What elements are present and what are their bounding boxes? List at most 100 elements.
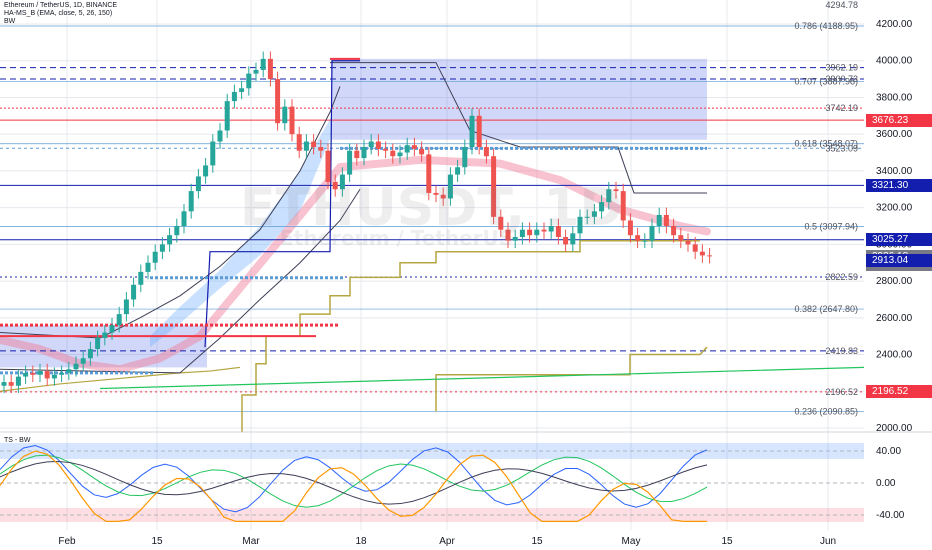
candle-body (44, 371, 50, 379)
candle-body (239, 88, 245, 92)
candle-body (354, 150, 360, 159)
candle-body (332, 181, 338, 190)
candle-body (656, 214, 662, 226)
candle-body (563, 237, 569, 245)
price-level-label: 0.707 (3887.98) (794, 76, 858, 86)
candle-body (181, 211, 187, 226)
olive-step-line (241, 239, 700, 432)
candle-body (390, 150, 396, 157)
candle-body (275, 79, 281, 124)
x-tick-label: May (622, 536, 641, 547)
candle-body (368, 141, 374, 148)
olive-lower-line (0, 366, 241, 392)
candle-body (613, 189, 619, 192)
candle-body (15, 376, 21, 386)
symbol-watermark: ETHUSDT, 1D (240, 178, 623, 238)
candle-body (282, 106, 288, 124)
candle-body (383, 148, 389, 151)
x-tick-label: 15 (721, 536, 733, 547)
candle-body (426, 154, 432, 193)
candle-body (73, 363, 79, 370)
candle-body (455, 167, 461, 175)
candle-body (1, 382, 7, 386)
y-tick-label: 4000.00 (876, 56, 913, 67)
green-ma-line (99, 366, 865, 390)
osc-tick-label: 0.00 (876, 478, 896, 489)
price-tag: 3676.23 (866, 113, 932, 127)
x-tick-label: 15 (151, 536, 163, 547)
candle-body (649, 226, 655, 241)
candle-body (555, 226, 561, 238)
candle-body (325, 150, 331, 182)
candle-body (95, 338, 101, 350)
candle-body (663, 214, 669, 226)
candle-body (87, 349, 93, 359)
blue-step-line (204, 60, 360, 348)
candle-body (361, 147, 367, 159)
candle-body (116, 314, 122, 326)
candle-body (80, 358, 86, 364)
candle-body (433, 192, 439, 195)
candle-body (548, 226, 554, 232)
candle-body (419, 148, 425, 155)
x-tick-label: Jun (820, 536, 836, 547)
candle-body (59, 372, 65, 375)
price-tag: 3321.30 (866, 178, 932, 192)
candle-body (303, 141, 309, 151)
candle-body (627, 220, 633, 236)
y-tick-label: 4200.00 (876, 19, 913, 30)
sub-pane-title: TS - BW (4, 437, 31, 444)
osc-green-line (0, 454, 708, 508)
osc-orange-line (0, 450, 707, 523)
top-level-label: 4294.78 (825, 0, 858, 10)
x-tick-label: Mar (242, 536, 260, 547)
candle-body (577, 216, 583, 234)
candle-body (699, 251, 705, 256)
candle-body (23, 372, 29, 377)
candle-body (534, 229, 540, 236)
candle-body (311, 141, 317, 148)
candle-body (591, 211, 597, 217)
candle-body (152, 251, 158, 263)
y-tick-label: 2400.00 (876, 350, 913, 361)
osc-black-line (0, 460, 708, 505)
candle-body (217, 130, 223, 142)
pink-ma-band (0, 155, 711, 374)
candle-body (253, 69, 259, 74)
indicator-title: HA-MS_B (EMA, close, 5, 26, 150) (4, 10, 113, 17)
price-tag: 2913.04 (866, 253, 932, 267)
candle-body (37, 371, 43, 375)
price-level-label: 3900.73 (825, 74, 858, 84)
candle-body (159, 244, 165, 252)
y-tick-label: 2000.00 (876, 423, 913, 434)
candle-body (167, 235, 173, 245)
candle-body (66, 369, 72, 373)
candle-body (483, 147, 489, 157)
range-zone-left (0, 325, 207, 368)
price-level-label: 2196.52 (825, 387, 858, 397)
x-tick-label: Apr (439, 536, 455, 547)
candle-body (210, 141, 216, 166)
candle-body (642, 240, 648, 242)
candle-body (246, 73, 252, 89)
candle-body (671, 226, 677, 236)
candle-body (318, 147, 324, 151)
candle-body (131, 284, 137, 300)
candle-body (469, 115, 475, 148)
y-tick-label: 2800.00 (876, 276, 913, 287)
candle-body (678, 235, 684, 241)
price-level-label: 0.382 (2647.80) (794, 304, 858, 314)
candle-body (440, 194, 446, 199)
candle-body (404, 145, 410, 153)
candle-body (267, 58, 273, 80)
y-tick-label: 3800.00 (876, 92, 913, 103)
candle-body (447, 174, 453, 199)
candle-body (541, 229, 547, 232)
candle-body (491, 156, 497, 217)
x-tick-label: Feb (58, 536, 76, 547)
time-axis: Feb 15 Mar 18 Apr 15 May 15 Jun (58, 536, 836, 547)
indicator-title-bw: BW (4, 18, 16, 25)
highlight-zones (0, 58, 711, 374)
